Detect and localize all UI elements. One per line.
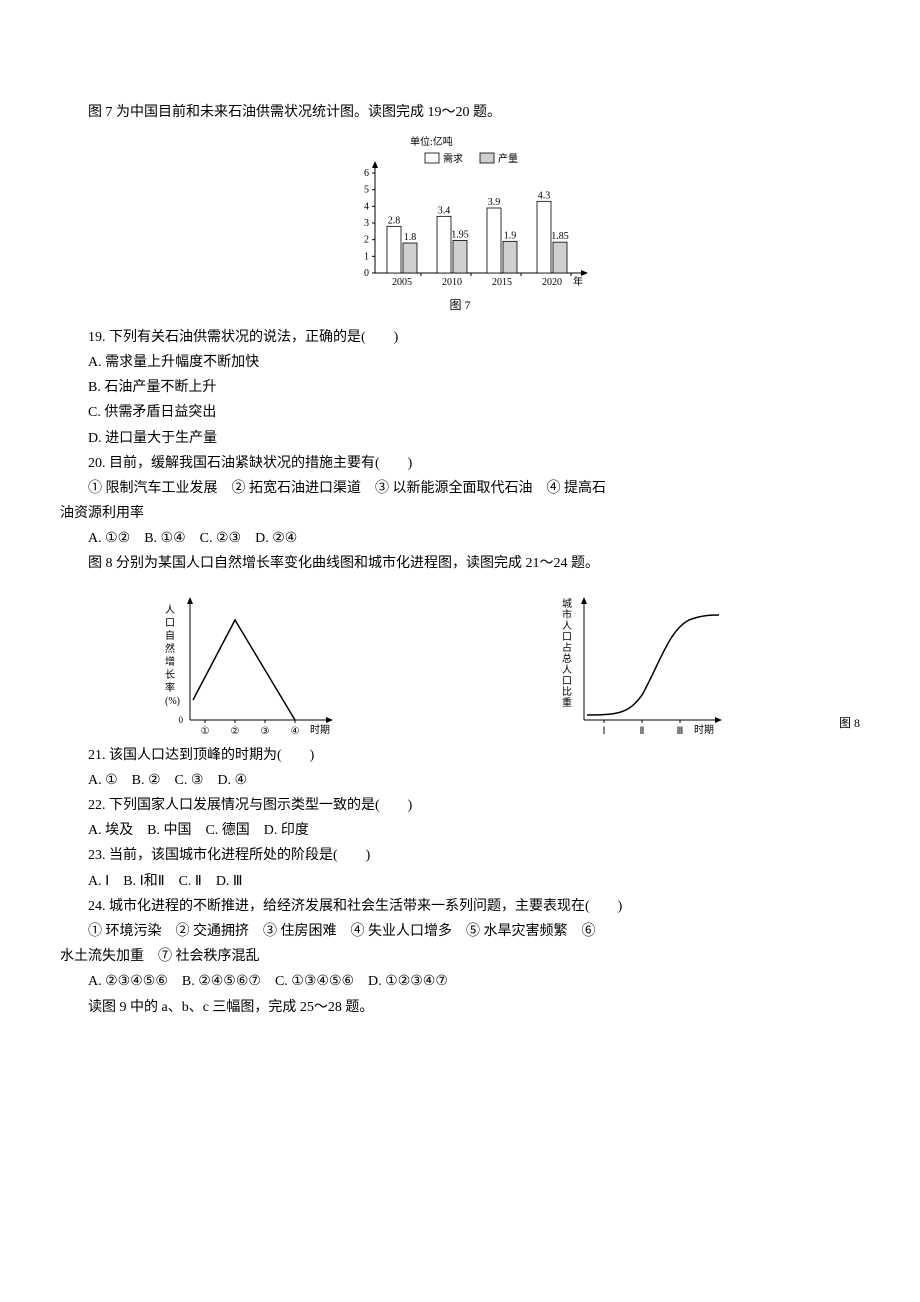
svg-text:Ⅲ: Ⅲ	[677, 726, 684, 735]
svg-text:2: 2	[364, 235, 369, 246]
q19-c: C. 供需矛盾日益突出	[60, 400, 860, 425]
svg-text:1: 1	[364, 252, 369, 263]
svg-text:增: 增	[165, 655, 175, 668]
svg-text:①: ①	[200, 726, 209, 735]
q19-stem: 19. 下列有关石油供需状况的说法，正确的是( )	[60, 325, 860, 350]
q23-stem: 23. 当前，该国城市化进程所处的阶段是( )	[60, 843, 860, 868]
q20-choices: A. ①② B. ①④ C. ②③ D. ②④	[60, 526, 860, 551]
svg-text:6: 6	[364, 168, 369, 179]
svg-text:1.95: 1.95	[451, 230, 469, 241]
chart7-figure-label: 图 7	[60, 295, 860, 317]
svg-text:人: 人	[165, 604, 175, 616]
svg-text:口: 口	[165, 618, 175, 629]
chart-8-left: 人口自然增长率 (%) 0 ① ② ③ ④ 时期	[145, 585, 345, 735]
svg-text:0: 0	[178, 715, 183, 725]
svg-text:④: ④	[290, 726, 299, 735]
svg-text:③: ③	[260, 726, 269, 735]
svg-text:(%): (%)	[165, 696, 180, 707]
q21-stem: 21. 该国人口达到顶峰的时期为( )	[60, 743, 860, 768]
svg-text:2015: 2015	[492, 277, 512, 288]
chart7-legend: 需求 产量	[425, 152, 518, 165]
svg-text:4.3: 4.3	[538, 191, 551, 202]
svg-text:重: 重	[562, 696, 572, 709]
svg-text:率: 率	[165, 681, 175, 694]
svg-text:时期: 时期	[694, 724, 714, 735]
q24-choices: A. ②③④⑤⑥ B. ②④⑤⑥⑦ C. ①③④⑤⑥ D. ①②③④⑦	[60, 969, 860, 994]
svg-text:总: 总	[562, 652, 572, 665]
svg-text:3.9: 3.9	[488, 197, 501, 208]
q22-stem: 22. 下列国家人口发展情况与图示类型一致的是( )	[60, 793, 860, 818]
svg-text:2.8: 2.8	[388, 216, 401, 227]
q23-choices: A. Ⅰ B. Ⅰ和Ⅱ C. Ⅱ D. Ⅲ	[60, 869, 860, 894]
q19-a: A. 需求量上升幅度不断加快	[60, 350, 860, 375]
svg-text:然: 然	[165, 642, 175, 655]
chart8-figure-label: 图 8	[839, 713, 860, 735]
q22-choices: A. 埃及 B. 中国 C. 德国 D. 印度	[60, 818, 860, 843]
svg-text:2005: 2005	[392, 277, 412, 288]
intro-chart7: 图 7 为中国目前和未来石油供需状况统计图。读图完成 19～20 题。	[60, 100, 860, 125]
q20-stem: 20. 目前，缓解我国石油紧缺状况的措施主要有( )	[60, 451, 860, 476]
svg-text:0: 0	[364, 268, 369, 279]
svg-text:市: 市	[562, 608, 572, 621]
svg-text:3: 3	[364, 218, 369, 229]
svg-text:时期: 时期	[310, 724, 330, 735]
svg-text:Ⅱ: Ⅱ	[640, 726, 645, 735]
svg-text:城: 城	[562, 598, 572, 610]
svg-text:4: 4	[364, 202, 369, 213]
svg-text:1.9: 1.9	[504, 231, 517, 242]
q24-items-2: 水土流失加重 ⑦ 社会秩序混乱	[60, 944, 860, 969]
svg-text:2010: 2010	[442, 277, 462, 288]
svg-text:2020: 2020	[542, 277, 562, 288]
svg-text:1.85: 1.85	[551, 231, 569, 242]
svg-text:Ⅰ: Ⅰ	[603, 726, 606, 735]
chart7-unit: 单位:亿吨	[410, 135, 453, 148]
chart-8-right: 城市人口占总人口比重 ⅠⅡⅢ 时期	[534, 585, 734, 735]
svg-text:5: 5	[364, 185, 369, 196]
chart-7: 单位:亿吨 需求 产量 0 1 2 3 4 5 6 2.81.8 3.4 1.95 3.9 1.9 4…	[315, 133, 605, 293]
svg-text:人: 人	[562, 664, 572, 676]
svg-text:口: 口	[562, 676, 572, 687]
svg-text:占: 占	[562, 641, 572, 654]
svg-text:人: 人	[562, 620, 572, 632]
chart-8-container: 人口自然增长率(%) 0 ①②③④ 时期 城市人口占总人口比重 ⅠⅡⅢ 时期 图…	[60, 585, 860, 735]
svg-text:比: 比	[562, 686, 572, 698]
svg-text:自: 自	[165, 629, 175, 642]
q19-d: D. 进口量大于生产量	[60, 426, 860, 451]
svg-text:②: ②	[230, 726, 239, 735]
svg-text:需求: 需求	[443, 153, 463, 165]
svg-text:口: 口	[562, 632, 572, 643]
q20-items-2: 油资源利用率	[60, 501, 860, 526]
chart7-bars: 2.81.8 3.4 1.95 3.9 1.9 4.3 1.85	[387, 191, 569, 274]
q24-items-1: ① 环境污染 ② 交通拥挤 ③ 住房困难 ④ 失业人口增多 ⑤ 水旱灾害频繁 ⑥	[60, 919, 860, 944]
svg-text:1.8: 1.8	[404, 232, 417, 243]
intro-chart8: 图 8 分别为某国人口自然增长率变化曲线图和城市化进程图，读图完成 21～24 …	[60, 551, 860, 576]
q19-b: B. 石油产量不断上升	[60, 375, 860, 400]
svg-text:3.4: 3.4	[438, 206, 451, 217]
intro-chart9: 读图 9 中的 a、b、c 三幅图，完成 25～28 题。	[60, 995, 860, 1020]
q21-choices: A. ① B. ② C. ③ D. ④	[60, 768, 860, 793]
q24-stem: 24. 城市化进程的不断推进，给经济发展和社会生活带来一系列问题，主要表现在( …	[60, 894, 860, 919]
svg-text:年: 年	[573, 275, 583, 288]
q20-items-1: ① 限制汽车工业发展 ② 拓宽石油进口渠道 ③ 以新能源全面取代石油 ④ 提高石	[60, 476, 860, 501]
svg-text:产量: 产量	[498, 152, 518, 165]
chart7-xlabels: 2005 2010 2015 2020	[392, 273, 571, 288]
svg-text:长: 长	[165, 669, 175, 681]
chart-7-container: 单位:亿吨 需求 产量 0 1 2 3 4 5 6 2.81.8 3.4 1.95 3.9 1.9 4…	[60, 133, 860, 317]
